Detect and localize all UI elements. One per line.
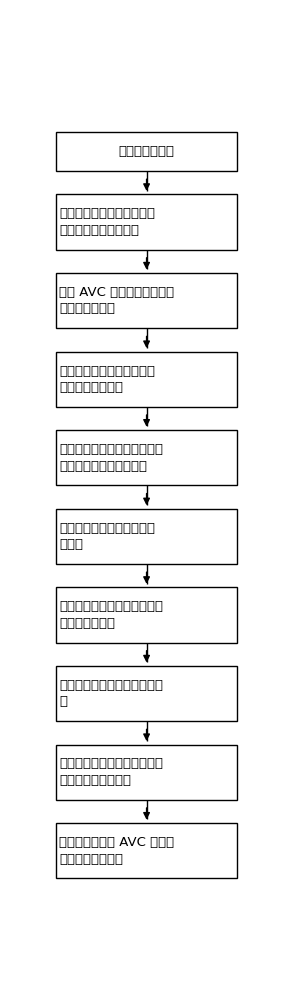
Text: 检索出数据仓库的相关信息，
并把相关信息组合成样本: 检索出数据仓库的相关信息， 并把相关信息组合成样本 [59, 443, 163, 473]
Bar [56, 194, 237, 250]
Bar [56, 587, 237, 643]
Bar [56, 352, 237, 407]
Text: 对每个变电站用贪心法建立
决策树: 对每个变电站用贪心法建立 决策树 [59, 522, 155, 551]
Bar [56, 273, 237, 328]
Text: 把记录的相关信息进行筛选
后保存到数据仓库: 把记录的相关信息进行筛选 后保存到数据仓库 [59, 365, 155, 394]
Bar [56, 132, 237, 171]
Bar [56, 430, 237, 485]
Bar [56, 745, 237, 800]
Text: 保存 AVC 操作的相关信息，
赋予不同的权值: 保存 AVC 操作的相关信息， 赋予不同的权值 [59, 286, 174, 315]
Bar [56, 509, 237, 564]
Bar [56, 823, 237, 878]
Text: 用剩余样本进行验证，保存决
策树节点、及属性值: 用剩余样本进行验证，保存决 策树节点、及属性值 [59, 757, 163, 787]
Text: 实时运行时给出 AVC 多级联
合协调的运行决策: 实时运行时给出 AVC 多级联 合协调的运行决策 [59, 836, 174, 866]
Text: 保存调度员设备操作的相关
信息，赋予较高的权值: 保存调度员设备操作的相关 信息，赋予较高的权值 [59, 207, 155, 237]
Bar [56, 666, 237, 721]
Text: 裁剪冗余树枝，得到最优决策
树: 裁剪冗余树枝，得到最优决策 树 [59, 679, 163, 708]
Text: 用部分样本来训练决策树，分
析出节点属性值: 用部分样本来训练决策树，分 析出节点属性值 [59, 600, 163, 630]
Text: 数据仓库的创建: 数据仓库的创建 [119, 145, 174, 158]
